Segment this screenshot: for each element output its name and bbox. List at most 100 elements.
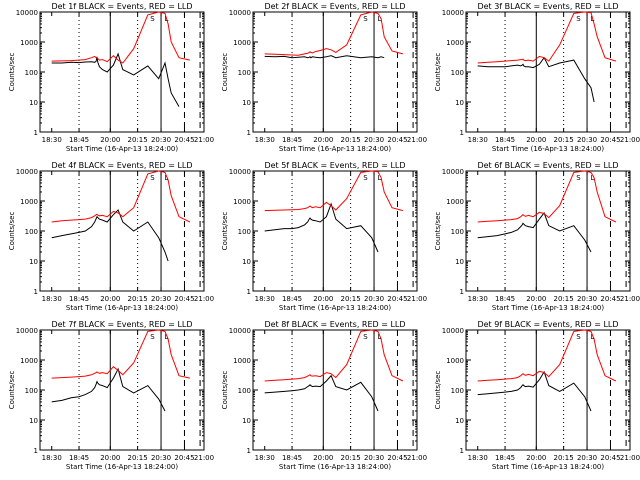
s-marker-label: S — [150, 174, 155, 182]
y-tick-label: 100 — [238, 387, 251, 395]
y-tick-label: 10000 — [16, 327, 38, 335]
y-tick-label: 100 — [238, 228, 251, 236]
x-tick-label: 18:45 — [495, 295, 515, 303]
y-tick-label: 1000 — [20, 357, 38, 365]
x-tick-label: 20:30 — [151, 295, 171, 303]
x-tick-label: 18:30 — [468, 454, 488, 462]
s-marker-label: S — [576, 333, 581, 341]
y-axis-label: Counts/sec — [8, 53, 16, 92]
y-tick-label: 1000 — [233, 198, 251, 206]
y-tick-label: 1 — [247, 288, 251, 296]
x-tick-label: 20:15 — [128, 295, 148, 303]
y-tick-label: 10 — [242, 99, 251, 107]
l-marker-label: L — [165, 333, 169, 341]
events-series-line — [51, 52, 180, 107]
y-tick-label: 10000 — [16, 9, 38, 17]
y-tick-label: 1000 — [233, 357, 251, 365]
l-marker-label: L — [378, 333, 382, 341]
lld-series-line — [51, 329, 191, 379]
x-tick-label: 20:30 — [364, 136, 384, 144]
plot-panel: Det 3f BLACK = Events, RED = LLD 18:30 18:… — [434, 2, 640, 153]
x-tick-label: 18:30 — [42, 295, 62, 303]
y-tick-label: 10 — [242, 258, 251, 266]
y-axis-label: Counts/sec — [221, 371, 229, 410]
y-tick-label: 1 — [460, 129, 464, 137]
s-marker-label: S — [576, 174, 581, 182]
x-tick-label: 20:00 — [100, 454, 120, 462]
x-tick-label: 20:45 — [174, 136, 194, 144]
x-tick-label: 21:00 — [620, 454, 640, 462]
x-tick-label: 20:15 — [554, 454, 574, 462]
y-tick-label: 10 — [455, 99, 464, 107]
x-tick-label: 20:15 — [341, 454, 361, 462]
panel-title: Det 5f BLACK = Events, RED = LLD — [264, 161, 405, 170]
plot-panel: Det 9f BLACK = Events, RED = LLD 18:30 18:… — [434, 320, 640, 471]
l-marker-label: L — [591, 333, 595, 341]
y-axis-label: Counts/sec — [434, 212, 442, 251]
events-series-line — [264, 202, 379, 253]
y-tick-label: 10 — [29, 99, 38, 107]
y-tick-label: 1000 — [20, 39, 38, 47]
s-marker-label: S — [363, 174, 368, 182]
y-tick-label: 1 — [34, 288, 38, 296]
y-tick-label: 100 — [451, 228, 464, 236]
x-tick-label: 20:45 — [600, 454, 620, 462]
plot-frame — [465, 11, 631, 133]
x-tick-label: 18:45 — [69, 454, 89, 462]
x-tick-label: 18:30 — [255, 454, 275, 462]
y-tick-label: 10000 — [229, 327, 251, 335]
s-marker-label: S — [576, 15, 581, 23]
s-marker-label: S — [150, 333, 155, 341]
x-axis-label: Start Time (16-Apr-13 18:24:00) — [492, 145, 604, 153]
events-series-line — [477, 211, 592, 253]
x-tick-label: 20:15 — [341, 295, 361, 303]
panel-title: Det 3f BLACK = Events, RED = LLD — [477, 2, 618, 11]
plot-frame — [465, 329, 631, 451]
x-tick-label: 20:30 — [577, 295, 597, 303]
x-axis-label: Start Time (16-Apr-13 18:24:00) — [492, 463, 604, 471]
lld-series-line — [264, 170, 404, 212]
x-tick-label: 20:45 — [600, 295, 620, 303]
y-tick-label: 10000 — [442, 168, 464, 176]
panel-title: Det 7f BLACK = Events, RED = LLD — [51, 320, 192, 329]
x-tick-label: 18:30 — [42, 136, 62, 144]
x-tick-label: 18:30 — [468, 136, 488, 144]
plot-frame — [39, 329, 205, 451]
y-tick-label: 10000 — [442, 327, 464, 335]
y-axis-label: Counts/sec — [8, 371, 16, 410]
y-tick-label: 100 — [25, 387, 38, 395]
x-tick-label: 20:00 — [526, 136, 546, 144]
events-series-line — [51, 209, 169, 262]
lld-series-line — [51, 11, 191, 64]
s-marker-label: S — [150, 15, 155, 23]
plot-panel: Det 6f BLACK = Events, RED = LLD 18:30 18:… — [434, 161, 640, 312]
y-tick-label: 1 — [34, 447, 38, 455]
x-axis-label: Start Time (16-Apr-13 18:24:00) — [66, 463, 178, 471]
l-marker-label: L — [591, 174, 595, 182]
plot-frame — [252, 329, 418, 451]
x-tick-label: 20:15 — [554, 295, 574, 303]
x-tick-label: 20:00 — [313, 136, 333, 144]
y-axis-label: Counts/sec — [221, 212, 229, 251]
x-tick-label: 21:00 — [194, 136, 214, 144]
panel-title: Det 4f BLACK = Events, RED = LLD — [51, 161, 192, 170]
x-axis-label: Start Time (16-Apr-13 18:24:00) — [66, 145, 178, 153]
events-series-line — [264, 374, 379, 412]
lld-series-line — [477, 329, 617, 382]
x-tick-label: 20:15 — [554, 136, 574, 144]
x-tick-label: 21:00 — [194, 295, 214, 303]
x-tick-label: 20:45 — [387, 454, 407, 462]
y-axis-label: Counts/sec — [8, 212, 16, 251]
plot-frame — [252, 11, 418, 133]
plot-panel: Det 5f BLACK = Events, RED = LLD 18:30 18:… — [221, 161, 427, 312]
x-tick-label: 20:30 — [151, 136, 171, 144]
events-series-line — [51, 367, 166, 412]
l-marker-label: L — [165, 174, 169, 182]
y-tick-label: 10 — [242, 417, 251, 425]
y-tick-label: 1000 — [446, 39, 464, 47]
y-tick-label: 10 — [455, 258, 464, 266]
x-tick-label: 20:00 — [526, 295, 546, 303]
y-tick-label: 1000 — [233, 39, 251, 47]
x-tick-label: 20:30 — [577, 454, 597, 462]
x-tick-label: 18:45 — [282, 454, 302, 462]
